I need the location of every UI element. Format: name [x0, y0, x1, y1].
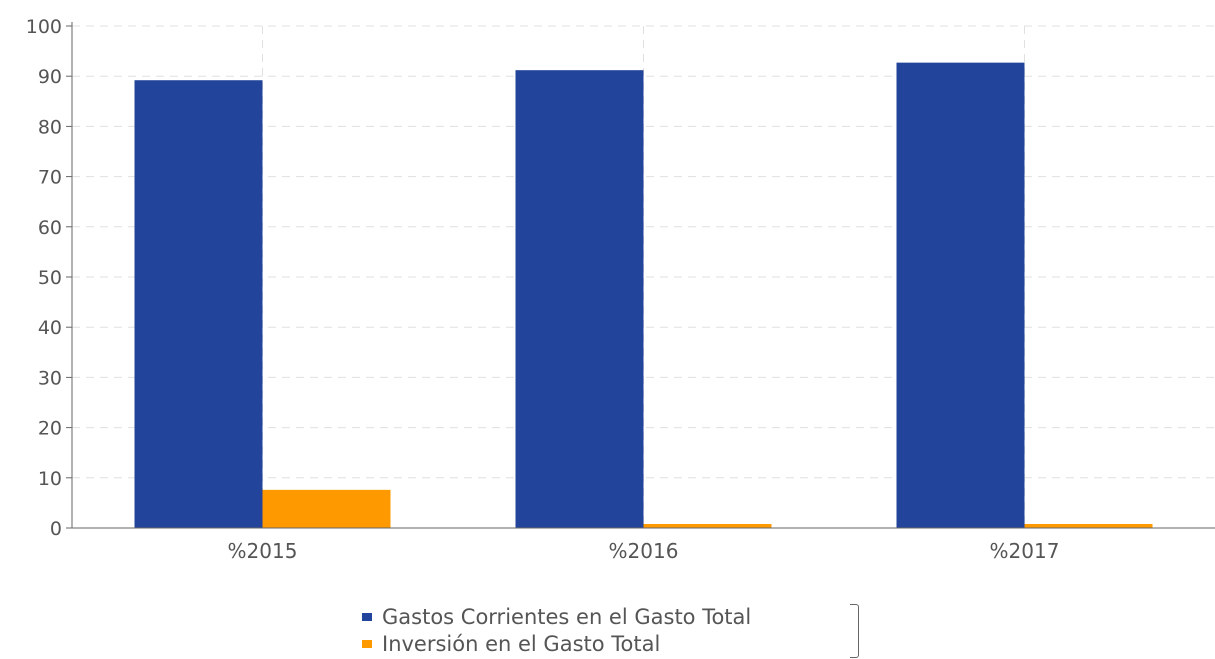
bar-series-2-2017[interactable] [1024, 523, 1153, 528]
y-axis-ticks: 0 10 20 30 40 50 60 70 80 90 100 [26, 16, 62, 540]
legend-label-series-1: Gastos Corrientes en el Gasto Total [382, 605, 752, 629]
bar-series-2-2015[interactable] [262, 489, 391, 528]
bar-series-1-2016[interactable] [515, 70, 644, 529]
y-tick-label: 10 [38, 468, 62, 490]
y-tick-label: 60 [38, 217, 62, 239]
y-tick-label: 0 [50, 518, 62, 540]
x-tick-label: %2016 [609, 539, 679, 563]
legend-item-series-2[interactable]: Inversión en el Gasto Total [362, 631, 660, 657]
x-tick-label: %2017 [990, 539, 1060, 563]
x-axis-ticks: %2015 %2016 %2017 [228, 539, 1060, 563]
y-tick-label: 100 [26, 16, 62, 38]
bars [134, 62, 1153, 529]
legend: Gastos Corrientes en el Gasto Total Inve… [362, 602, 862, 658]
x-tick-label: %2015 [228, 539, 298, 563]
legend-swatch-series-2 [362, 640, 372, 648]
y-tick-label: 50 [38, 267, 62, 289]
y-tick-label: 20 [38, 418, 62, 440]
legend-label-series-2: Inversión en el Gasto Total [382, 632, 661, 656]
y-tick-label: 70 [38, 167, 62, 189]
y-tick-label: 40 [38, 317, 62, 339]
legend-scroll-bracket [850, 604, 859, 658]
y-tick-label: 90 [38, 66, 62, 88]
axes [66, 22, 1215, 529]
bar-chart: 0 10 20 30 40 50 60 70 80 90 100 %2015 %2016 %2017 [26, 16, 1215, 563]
y-tick-label: 80 [38, 116, 62, 138]
legend-item-series-1[interactable]: Gastos Corrientes en el Gasto Total [362, 604, 751, 630]
bar-series-1-2017[interactable] [896, 62, 1025, 529]
y-tick-label: 30 [38, 367, 62, 389]
bar-series-1-2015[interactable] [134, 80, 263, 528]
bar-series-2-2016[interactable] [643, 523, 772, 528]
legend-swatch-series-1 [362, 613, 372, 621]
